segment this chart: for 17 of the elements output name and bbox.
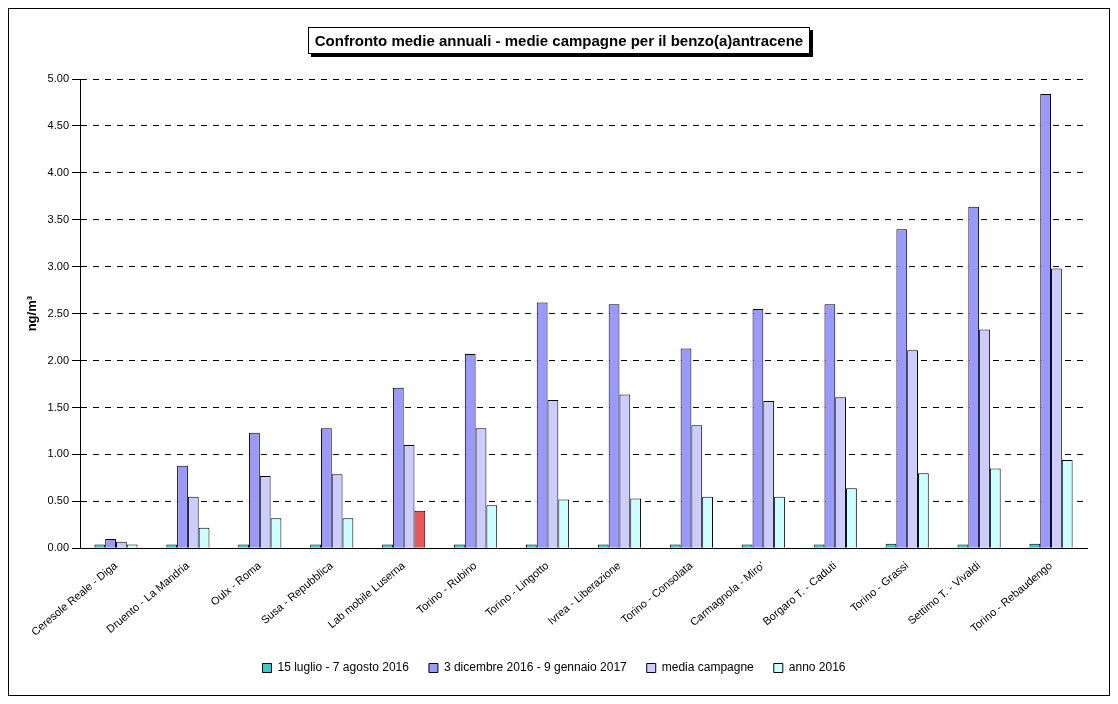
- y-tick-label: 4.00: [47, 165, 70, 178]
- y-tick-label: 3.50: [47, 212, 70, 225]
- legend-label: 3 dicembre 2016 - 9 gennaio 2017: [443, 660, 628, 675]
- y-tick-label: 2.50: [47, 306, 70, 319]
- y-tick-label: 0.50: [47, 494, 70, 507]
- y-tick-label: 1.50: [47, 400, 70, 413]
- y-tick-label: 2.00: [47, 353, 70, 366]
- y-tick-label: 1.00: [47, 447, 70, 460]
- chart-title: Confronto medie annuali - medie campagne per il benzo(a)antracene: [307, 27, 811, 54]
- legend-label: media campagne: [661, 660, 755, 675]
- y-tick-label: 3.00: [47, 259, 70, 272]
- legend-label: 15 luglio - 7 agosto 2016: [277, 660, 410, 675]
- y-tick-label: 5.00: [47, 72, 70, 85]
- y-axis-title: ng/m³: [24, 295, 40, 332]
- legend-label: anno 2016: [788, 660, 846, 675]
- y-tick-label: 0.00: [47, 541, 70, 554]
- y-tick-label: 4.50: [47, 118, 70, 131]
